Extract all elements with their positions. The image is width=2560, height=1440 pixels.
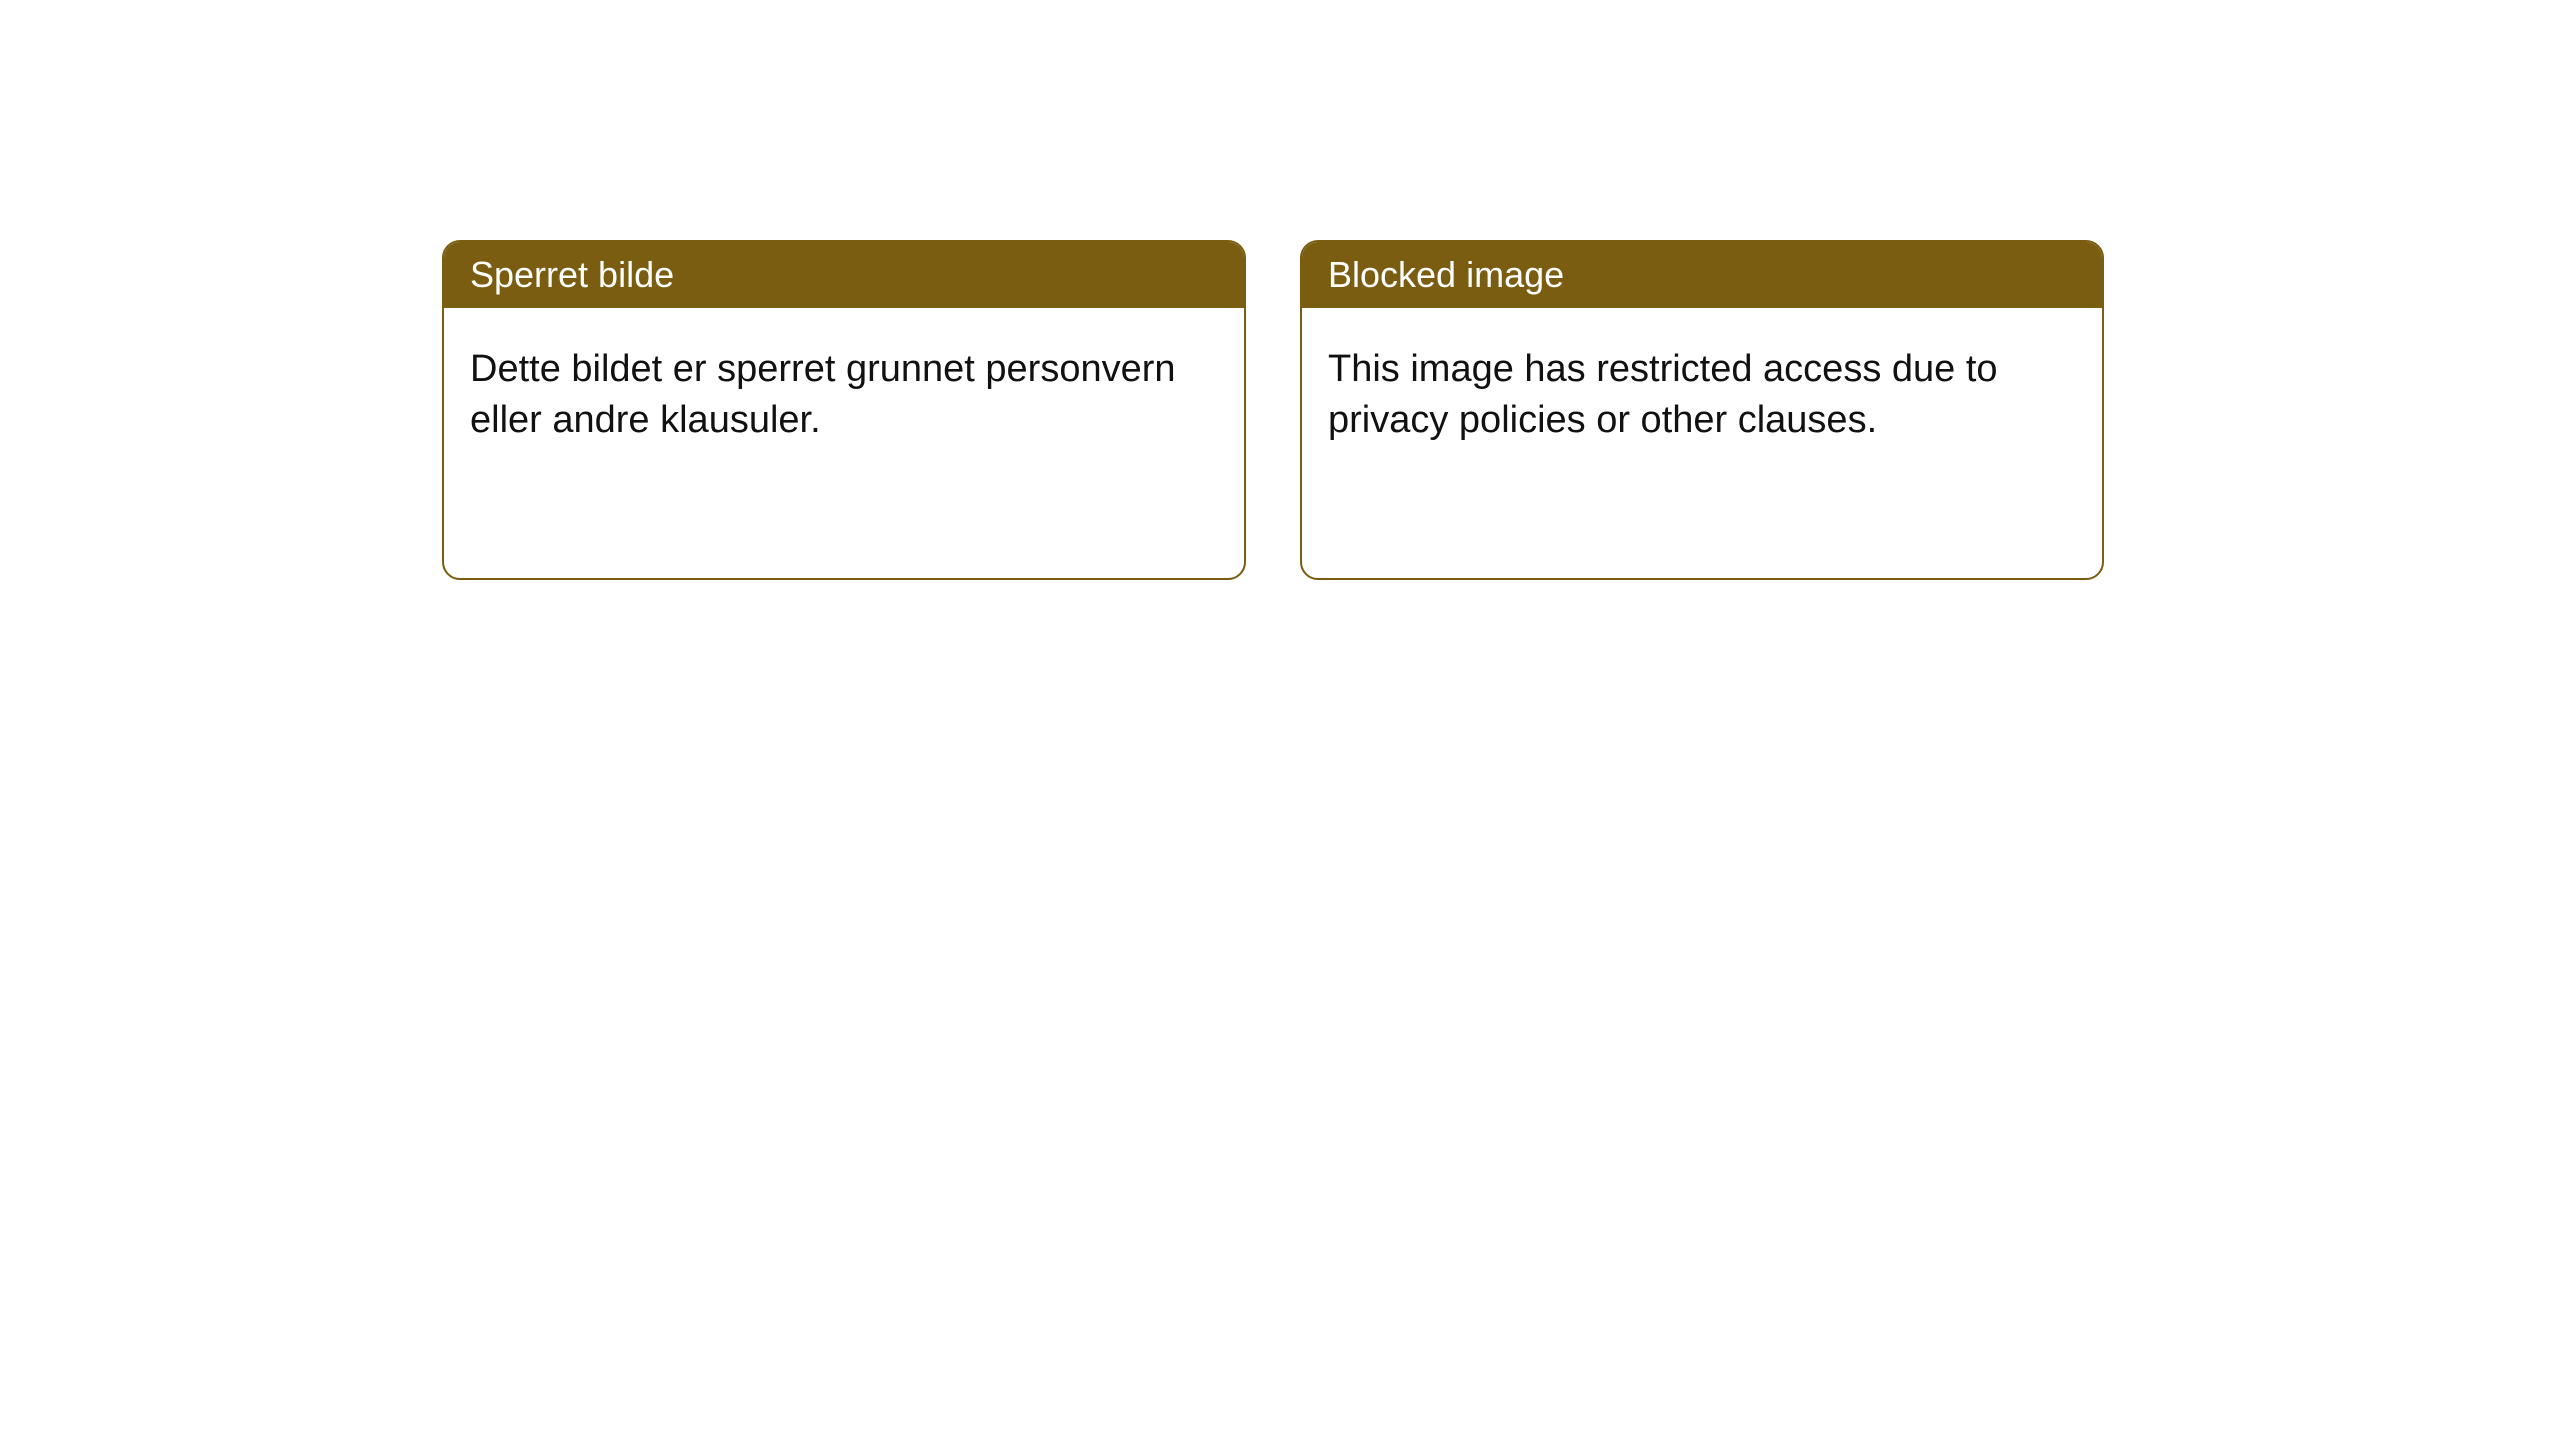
notice-card-body-no: Dette bildet er sperret grunnet personve… (444, 308, 1244, 578)
notice-card-body-en: This image has restricted access due to … (1302, 308, 2102, 578)
notice-card-no: Sperret bilde Dette bildet er sperret gr… (442, 240, 1246, 580)
notice-card-header-no: Sperret bilde (444, 242, 1244, 308)
notice-cards-container: Sperret bilde Dette bildet er sperret gr… (442, 240, 2560, 580)
notice-card-en: Blocked image This image has restricted … (1300, 240, 2104, 580)
notice-card-header-en: Blocked image (1302, 242, 2102, 308)
